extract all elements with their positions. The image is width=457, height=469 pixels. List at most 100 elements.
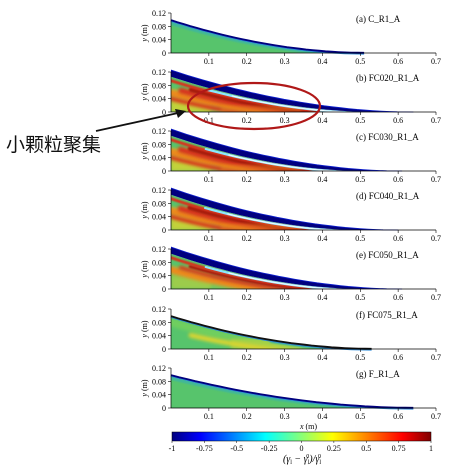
y-tick-label: 0.04: [152, 272, 166, 281]
colorbar-tick-label: -0.75: [196, 444, 213, 453]
x-tick-label: 0.1: [204, 116, 214, 125]
colorbar: -1 -0.75 -0.5 -0.25 0 0.25 0.5 0.75 1 (γl − γl0)/…: [169, 431, 433, 466]
panel-a: 0 0.04 0.08 0.12 0.1 0.2 0.3 0.4 0.5 0.6 0.7 y (m) (…: [140, 9, 441, 66]
panel-label: (b) FC020_R1_A: [356, 73, 420, 83]
x-tick-label: 0.5: [355, 175, 365, 184]
x-tick-label: 0.2: [242, 116, 252, 125]
y-tick-label: 0.12: [152, 305, 166, 314]
x-tick-label: 0.2: [242, 293, 252, 302]
y-tick-label: 0: [162, 404, 166, 413]
x-tick-label: 0.3: [280, 353, 290, 362]
x-tick-label: 0.6: [393, 353, 403, 362]
x-tick-label: 0.4: [317, 293, 327, 302]
y-tick-label: 0.12: [152, 364, 166, 373]
x-tick-label: 0.2: [242, 234, 252, 243]
x-tick-label: 0.7: [431, 57, 441, 66]
x-tick-label: 0.5: [355, 353, 365, 362]
highlight-ellipse: [186, 81, 322, 131]
y-axis-label: y (m): [140, 379, 149, 397]
panel-label: (g) F_R1_A: [356, 369, 400, 379]
x-tick-label: 0.2: [242, 353, 252, 362]
x-tick-label: 0.2: [242, 175, 252, 184]
panel-d: 0 0.04 0.08 0.12 0.1 0.2 0.3 0.4 0.5 0.6 0.7 y (m) (…: [140, 186, 441, 243]
x-tick-label: 0.3: [280, 293, 290, 302]
y-tick-label: 0: [162, 285, 166, 294]
panel-label: (c) FC030_R1_A: [356, 132, 419, 142]
y-tick-label: 0.04: [152, 332, 166, 341]
x-tick-label: 0.1: [204, 175, 214, 184]
y-tick-label: 0.08: [152, 377, 166, 386]
dilute-layer: [171, 188, 399, 230]
x-tick-label: 0.5: [355, 57, 365, 66]
y-tick-label: 0.08: [152, 140, 166, 149]
x-tick-label: 0.4: [317, 175, 327, 184]
colorbar-tick-label: 0.25: [327, 444, 341, 453]
colorbar-tick-label: 1: [429, 444, 433, 453]
y-tick-label: 0.04: [152, 154, 166, 163]
x-tick-label: 0.4: [317, 234, 327, 243]
y-tick-label: 0.08: [152, 199, 166, 208]
x-tick-label: 0.7: [431, 412, 441, 421]
x-tick-label: 0.5: [355, 412, 365, 421]
colorbar-tick-label: -0.5: [230, 444, 243, 453]
x-tick-label: 0.6: [393, 293, 403, 302]
y-tick-label: 0: [162, 108, 166, 117]
annotation-label: 小颗粒聚集: [6, 134, 101, 156]
y-tick-label: 0.04: [152, 391, 166, 400]
x-tick-label: 0.6: [393, 116, 403, 125]
x-tick-label: 0.3: [280, 116, 290, 125]
x-tick-label: 0.7: [431, 116, 441, 125]
x-tick-label: 0.4: [317, 116, 327, 125]
x-tick-label: 0.1: [204, 234, 214, 243]
x-tick-label: 0.6: [393, 412, 403, 421]
x-tick-label: 0.1: [204, 57, 214, 66]
y-tick-label: 0.08: [152, 81, 166, 90]
panel-g: 0 0.04 0.08 0.12 0.1 0.2 0.3 0.4 0.5 0.6 0.7 y (m) (…: [140, 364, 441, 421]
dilute-layer: [171, 70, 414, 112]
panel-f: 0 0.04 0.08 0.12 0.1 0.2 0.3 0.4 0.5 0.6 0.7 y (m) (…: [140, 305, 441, 362]
colorbar-tick-label: -1: [169, 444, 176, 453]
y-tick-label: 0.04: [152, 213, 166, 222]
y-tick-label: 0.08: [152, 318, 166, 327]
x-tick-label: 0.3: [280, 234, 290, 243]
y-tick-label: 0.12: [152, 9, 166, 18]
colorbar-tick-label: -0.25: [261, 444, 278, 453]
panel-label: (a) C_R1_A: [356, 14, 401, 24]
annotation-arrowhead: [175, 109, 186, 118]
y-tick-label: 0.12: [152, 68, 166, 77]
y-tick-label: 0: [162, 167, 166, 176]
dilute-layer: [171, 247, 403, 289]
dilute-layer: [171, 129, 403, 171]
colorbar-tick-label: 0.75: [392, 444, 406, 453]
x-tick-label: 0.4: [317, 353, 327, 362]
x-tick-label: 0.2: [242, 57, 252, 66]
y-tick-label: 0: [162, 49, 166, 58]
colorbar-tick-label: 0.5: [361, 444, 371, 453]
x-tick-label: 0.1: [204, 353, 214, 362]
y-tick-label: 0.08: [152, 22, 166, 31]
annotation-arrow-shaft: [95, 112, 179, 132]
panel-b: 0 0.04 0.08 0.12 0.1 0.2 0.3 0.4 0.5 0.6 0.7 y (m) (…: [140, 68, 441, 125]
x-tick-label: 0.7: [431, 175, 441, 184]
x-tick-label: 0.1: [204, 412, 214, 421]
colorbar-label: (γl − γl0)/γl0: [283, 454, 321, 466]
y-tick-label: 0.12: [152, 127, 166, 136]
y-axis-label: y (m): [140, 83, 149, 101]
panel-label: (e) FC050_R1_A: [356, 250, 419, 260]
x-tick-label: 0.6: [393, 175, 403, 184]
x-tick-label: 0.4: [317, 57, 327, 66]
y-axis-label: y (m): [140, 260, 149, 278]
x-tick-label: 0.6: [393, 57, 403, 66]
y-axis-label: y (m): [140, 320, 149, 338]
panel-c: 0 0.04 0.08 0.12 0.1 0.2 0.3 0.4 0.5 0.6 0.7 y (m) (…: [140, 127, 441, 184]
colorbar-tick-label: 0: [300, 444, 304, 453]
panel-label: (f) FC075_R1_A: [356, 310, 418, 320]
y-tick-label: 0.04: [152, 36, 166, 45]
y-axis-label: y (m): [140, 24, 149, 42]
x-tick-label: 0.7: [431, 353, 441, 362]
y-tick-label: 0: [162, 345, 166, 354]
x-tick-label: 0.2: [242, 412, 252, 421]
x-tick-label: 0.7: [431, 234, 441, 243]
x-tick-label: 0.7: [431, 293, 441, 302]
